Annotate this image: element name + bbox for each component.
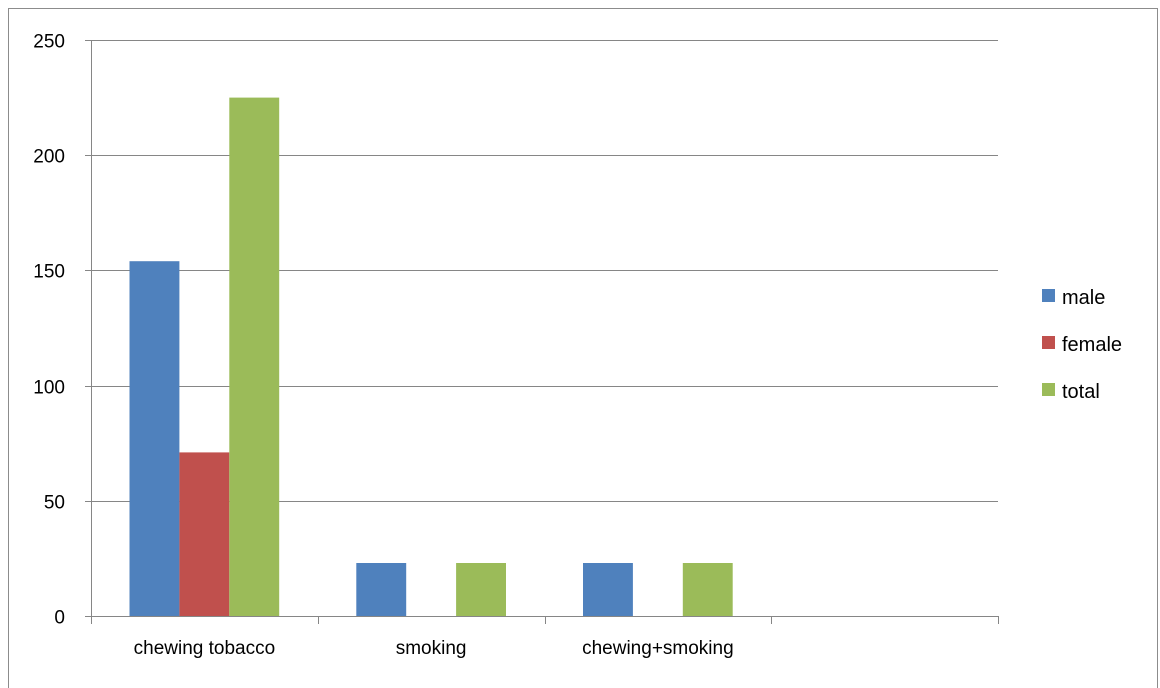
legend-label: male [1062, 287, 1105, 309]
legend-item-total: total [1042, 381, 1100, 403]
legend-swatch [1042, 336, 1055, 349]
x-tick-label: chewing+smoking [582, 638, 734, 659]
x-tick-label: chewing tobacco [134, 638, 276, 659]
y-tick-label: 0 [54, 608, 65, 629]
y-tick-label: 100 [33, 378, 65, 399]
legend-label: female [1062, 334, 1122, 356]
legend-item-male: male [1042, 287, 1105, 309]
chart-frame [8, 8, 1158, 688]
legend-item-female: female [1042, 334, 1122, 356]
gridlines [85, 40, 998, 502]
y-tick-label: 150 [33, 262, 65, 283]
bar-total [456, 563, 506, 616]
legend: male female total [1042, 287, 1122, 403]
bar-total [229, 97, 280, 617]
bars [129, 97, 733, 617]
bar-male [129, 261, 180, 616]
bar-female [179, 452, 230, 616]
legend-swatch [1042, 289, 1055, 302]
y-tick-label: 50 [44, 493, 65, 514]
y-tick-label: 250 [33, 32, 65, 53]
x-tick-label: smoking [396, 638, 467, 659]
bar-male [583, 563, 633, 616]
bar-total [682, 563, 733, 616]
y-tick-label: 200 [33, 147, 65, 168]
axes: 0 50 100 150 200 250 chewing tobacco smoking che… [33, 32, 999, 659]
legend-swatch [1042, 383, 1055, 396]
legend-label: total [1062, 381, 1100, 403]
bar-male [356, 563, 407, 616]
